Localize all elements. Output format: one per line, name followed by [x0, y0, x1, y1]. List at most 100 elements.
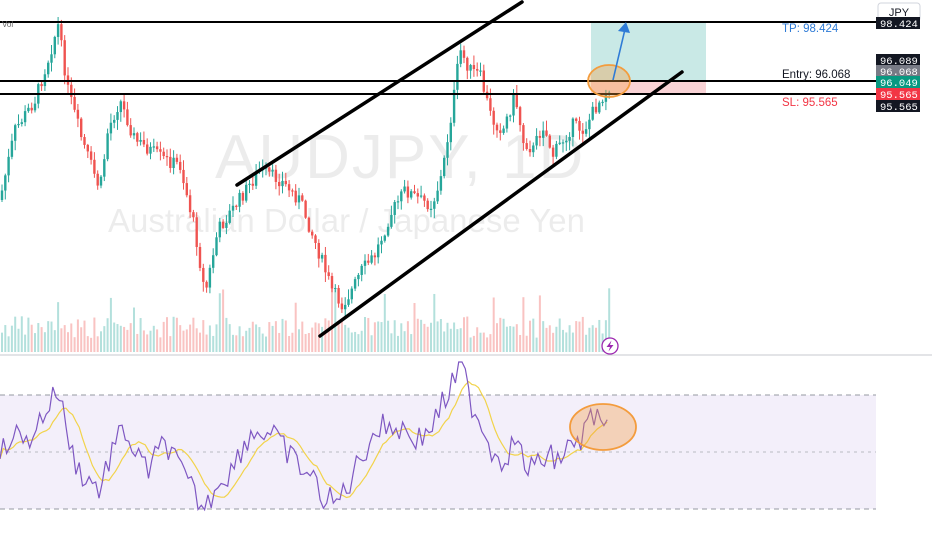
volume-bar-102	[337, 322, 340, 352]
candle-body-48	[159, 149, 162, 152]
volume-bar-171	[565, 332, 568, 352]
volume-bar-80	[265, 336, 267, 352]
volume-bar-134	[443, 331, 446, 352]
volume-bar-119	[393, 320, 396, 352]
candle-body-31	[103, 159, 106, 177]
volume-bar-173	[571, 332, 574, 352]
candle-body-75	[248, 183, 251, 185]
rsi-moving-average	[0, 380, 608, 499]
volume-bar-54	[179, 325, 182, 352]
volume-bar-95	[314, 322, 317, 352]
volume-bar-5	[17, 328, 20, 352]
volume-bar-168	[555, 326, 558, 352]
candle-body-29	[96, 173, 99, 186]
candle-body-113	[373, 255, 377, 258]
volume-bar-96	[317, 323, 320, 352]
volume-bar-149	[492, 297, 495, 352]
candle-body-171	[565, 140, 568, 143]
candle-body-74	[245, 184, 248, 201]
volume-bar-116	[383, 293, 386, 352]
volume-bar-145	[479, 332, 482, 352]
currency-badge[interactable]: JPY	[877, 2, 921, 22]
candle-body-176	[581, 130, 584, 134]
candle-body-169	[558, 142, 561, 144]
volume-bar-28	[93, 317, 96, 352]
volume-bar-57	[189, 324, 192, 352]
candle-body-57	[188, 195, 192, 213]
volume-bar-0	[1, 332, 3, 352]
volume-bar-37	[123, 326, 126, 352]
volume-bar-163	[538, 295, 541, 352]
candle-body-119	[393, 202, 396, 215]
candle-body-115	[380, 240, 383, 245]
candle-body-35	[116, 112, 119, 120]
candle-body-178	[588, 119, 591, 130]
candle-body-38	[126, 109, 129, 126]
candle-body-54	[179, 161, 182, 170]
candle-body-66	[218, 221, 221, 238]
candle-body-97	[320, 254, 324, 259]
candle-body-161	[532, 145, 535, 153]
volume-bar-120	[397, 335, 399, 352]
candle-body-9	[30, 107, 33, 111]
candle-body-4	[14, 125, 17, 141]
candle-body-89	[294, 190, 297, 203]
volume-bar-166	[548, 325, 551, 352]
watermark-name: Australian Dollar / Japanese Yen	[108, 202, 585, 239]
candle-body-59	[195, 217, 198, 247]
volume-bar-42	[139, 318, 142, 352]
volume-bar-31	[103, 326, 106, 352]
candle-body-41	[136, 133, 139, 142]
volume-bar-55	[182, 330, 185, 352]
volume-bar-91	[301, 321, 304, 352]
volume-bar-44	[146, 334, 149, 352]
candle-body-87	[287, 184, 291, 191]
candle-body-63	[208, 267, 212, 288]
candle-body-180	[594, 106, 598, 113]
volume-bar-4	[14, 316, 17, 352]
volume-bar-7	[24, 334, 27, 352]
candle-body-37	[122, 101, 126, 110]
volume-bar-83	[274, 321, 277, 352]
candle-body-17	[56, 24, 60, 37]
candle-body-123	[406, 186, 410, 198]
volume-bar-36	[119, 325, 122, 352]
volume-bar-2	[7, 336, 10, 352]
volume-bar-111	[367, 317, 370, 352]
volume-bar-86	[284, 320, 287, 352]
volume-bar-137	[453, 322, 456, 352]
volume-bar-169	[558, 318, 561, 352]
volume-bar-164	[542, 321, 545, 352]
candle-body-150	[495, 124, 499, 131]
candle-body-127	[419, 195, 423, 197]
volume-bar-45	[149, 330, 152, 352]
candle-body-126	[416, 193, 419, 197]
candle-body-5	[17, 123, 20, 126]
volume-bar-33	[109, 297, 112, 352]
candle-body-140	[462, 50, 466, 58]
candle-body-24	[80, 118, 83, 138]
volume-bar-177	[585, 334, 588, 352]
volume-bar-74	[245, 330, 248, 352]
arrow-to-tp	[612, 22, 630, 81]
candle-body-170	[561, 142, 565, 144]
volume-bar-9	[30, 324, 33, 352]
volume-bar-105	[347, 327, 350, 352]
candle-body-16	[53, 36, 56, 55]
volume-bar-50	[166, 317, 168, 352]
volume-bar-139	[459, 328, 462, 352]
volume-bar-82	[271, 325, 274, 352]
candle-body-95	[314, 235, 317, 243]
candle-body-36	[119, 101, 122, 113]
take-profit-zone	[591, 22, 706, 81]
candle-body-101	[334, 287, 337, 290]
lightning-icon[interactable]	[601, 337, 619, 355]
volume-bar-90	[298, 329, 300, 352]
candle-body-99	[327, 272, 330, 277]
candle-body-120	[396, 201, 400, 203]
candle-body-125	[413, 191, 416, 194]
volume-bar-62	[205, 334, 208, 352]
volume-bar-65	[215, 324, 218, 352]
volume-bar-22	[73, 337, 76, 352]
